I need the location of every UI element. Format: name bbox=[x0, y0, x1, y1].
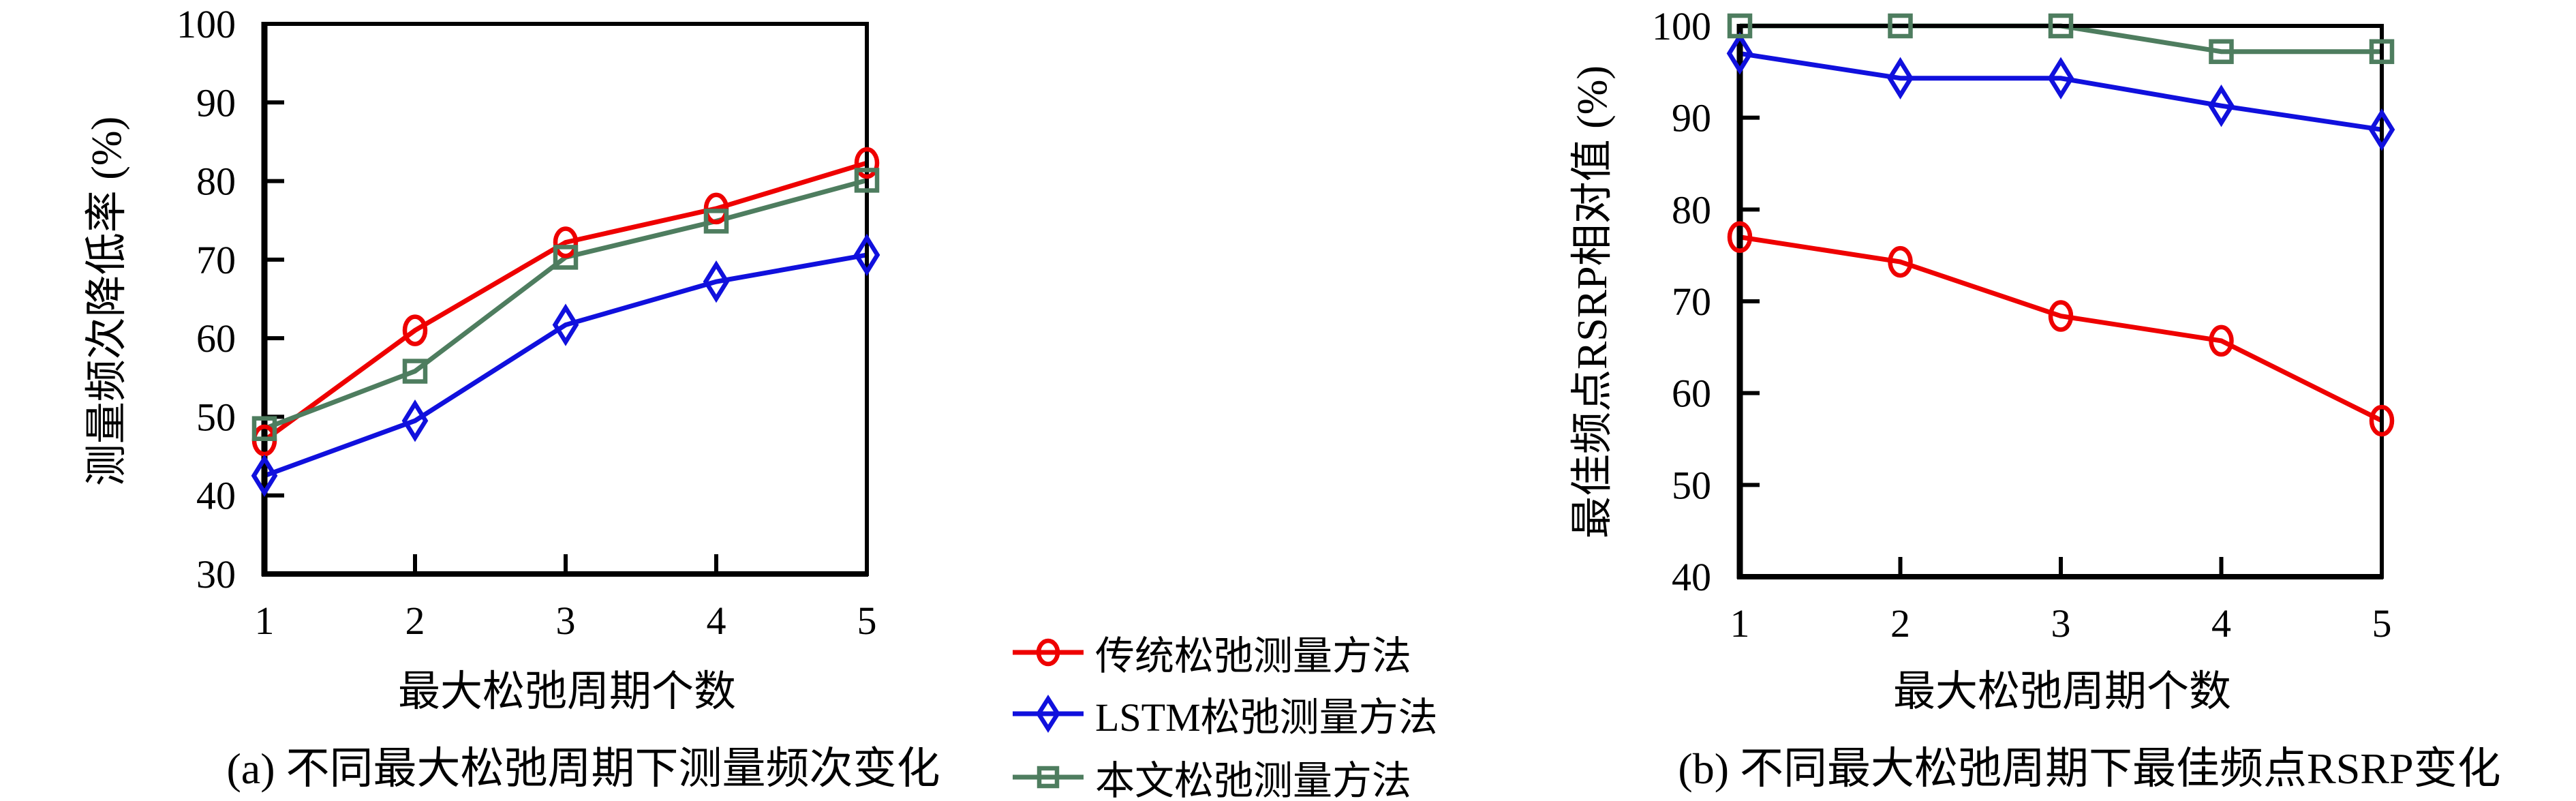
chart-a-lstm-diamond-marker bbox=[401, 399, 429, 442]
chart-a-lstm-diamond-marker bbox=[552, 303, 579, 346]
chart-b-traditional-circle-marker bbox=[1888, 245, 1913, 278]
chart-b-lstm-diamond-marker bbox=[2368, 108, 2395, 151]
chart-b-series-line-lstm bbox=[1739, 50, 2382, 132]
chart-a-traditional-circle-marker bbox=[703, 192, 729, 225]
chart-b-x-tick-label-1: 1 bbox=[1730, 601, 1750, 646]
legend-item-proposed: 本文松弛测量方法 bbox=[1011, 750, 1411, 801]
chart-a-plot-border bbox=[262, 22, 869, 576]
legend-label-traditional: 传统松弛测量方法 bbox=[1095, 634, 1412, 678]
chart-b-series-line-proposed bbox=[1740, 23, 2382, 55]
chart-b-lstm-diamond-marker bbox=[1726, 32, 1753, 75]
chart-a-x-tick-label-5: 5 bbox=[857, 599, 877, 643]
chart-b-y-tick-label-100: 100 bbox=[1652, 4, 1711, 48]
chart-a-proposed-square-marker bbox=[402, 359, 428, 384]
chart-a-x-tick-label-3: 3 bbox=[556, 599, 576, 643]
chart-a-traditional-circle-marker bbox=[854, 147, 880, 179]
chart-a-lstm-diamond-marker bbox=[703, 260, 730, 303]
chart-a-x-tick-label-1: 1 bbox=[255, 599, 275, 643]
chart-b-y-tick-label-70: 70 bbox=[1672, 279, 1711, 324]
chart-b-series-line-traditional bbox=[1739, 235, 2383, 423]
chart-a-lstm-diamond-marker bbox=[853, 233, 880, 277]
chart-a-x-tick-label-2: 2 bbox=[405, 599, 425, 643]
chart-b-traditional-circle-marker bbox=[1727, 221, 1753, 253]
chart-b-y-axis-title: 最佳频点RSRP相对值 (%) bbox=[1569, 65, 1616, 539]
chart-a-proposed-square-marker bbox=[553, 245, 579, 270]
chart-b-lstm-diamond-marker bbox=[1887, 57, 1914, 100]
legend-circle-glyph-traditional bbox=[1036, 638, 1060, 667]
legend-square-glyph-proposed bbox=[1037, 766, 1060, 789]
chart-b-lstm-diamond-marker bbox=[2047, 57, 2074, 100]
chart-b-x-tick-label-2: 2 bbox=[1890, 601, 1910, 646]
chart-a-y-tick-label-50: 50 bbox=[196, 395, 236, 439]
chart-b-y-tick-label-80: 80 bbox=[1672, 187, 1711, 232]
chart-b-proposed-square-marker bbox=[1727, 13, 1753, 39]
chart-b-proposed-square-marker bbox=[1888, 13, 1913, 39]
chart-a-series-line-traditional bbox=[262, 160, 868, 442]
chart-b-caption: (b) 不同最大松弛周期下最佳频点RSRP变化 bbox=[1678, 744, 2501, 793]
chart-a-x-tick-label-4: 4 bbox=[707, 599, 726, 643]
chart-b-x-tick-label-3: 3 bbox=[2051, 601, 2071, 646]
chart-a-traditional-circle-marker bbox=[553, 226, 579, 258]
chart-b-y-tick-label-90: 90 bbox=[1672, 96, 1711, 140]
chart-b-y-tick-label-60: 60 bbox=[1672, 372, 1711, 416]
chart-b-x-tick-label-5: 5 bbox=[2372, 601, 2392, 646]
chart-b-y-tick-label-50: 50 bbox=[1672, 463, 1711, 507]
chart-a-traditional-circle-marker bbox=[402, 314, 428, 346]
chart-a-proposed-square-marker bbox=[854, 168, 880, 193]
chart-a-y-tick-label-30: 30 bbox=[196, 552, 236, 596]
circle-marker-icon bbox=[1013, 638, 1084, 667]
legend-item-lstm: LSTM松弛测量方法 bbox=[1011, 686, 1438, 741]
chart-a-y-tick-label-80: 80 bbox=[196, 160, 236, 204]
chart-a-proposed-square-marker bbox=[703, 209, 729, 234]
chart-a-y-tick-label-70: 70 bbox=[196, 238, 236, 282]
chart-a-proposed-square-marker bbox=[251, 416, 277, 441]
chart-b-x-tick-label-4: 4 bbox=[2211, 601, 2231, 646]
chart-a-series-line-lstm bbox=[263, 252, 868, 479]
chart-a-y-tick-label-40: 40 bbox=[196, 474, 236, 518]
chart-a-caption: (a) 不同最大松弛周期下测量频次变化 bbox=[226, 744, 940, 793]
chart-b-traditional-circle-marker bbox=[2369, 404, 2395, 437]
chart-b-lstm-diamond-marker bbox=[2208, 84, 2235, 127]
chart-a-y-axis-title: 测量频次降低率 (%) bbox=[84, 116, 130, 487]
chart-b-proposed-square-marker bbox=[2369, 39, 2395, 64]
chart-b-traditional-circle-marker bbox=[2209, 324, 2234, 357]
diamond-marker-icon bbox=[1013, 694, 1084, 734]
legend-label-lstm: LSTM松弛测量方法 bbox=[1095, 695, 1438, 740]
legend-label-proposed: 本文松弛测量方法 bbox=[1095, 759, 1412, 801]
chart-b-x-axis-title: 最大松弛周期个数 bbox=[1892, 669, 2232, 715]
chart-a-y-tick-label-60: 60 bbox=[196, 316, 236, 361]
chart-b-y-tick-label-40: 40 bbox=[1672, 555, 1711, 599]
chart-a-y-tick-label-100: 100 bbox=[177, 2, 236, 46]
legend-item-traditional: 传统松弛测量方法 bbox=[1011, 625, 1411, 680]
chart-a-y-tick-label-90: 90 bbox=[196, 80, 236, 125]
chart-b-traditional-circle-marker bbox=[2048, 300, 2074, 332]
legend-diamond-glyph-lstm bbox=[1036, 694, 1060, 734]
chart-a-lstm-diamond-marker bbox=[251, 454, 278, 498]
chart-b-proposed-square-marker bbox=[2048, 13, 2074, 39]
chart-b-proposed-square-marker bbox=[2209, 39, 2234, 64]
chart-a-x-axis-title: 最大松弛周期个数 bbox=[397, 669, 737, 715]
square-marker-icon bbox=[1013, 766, 1084, 789]
